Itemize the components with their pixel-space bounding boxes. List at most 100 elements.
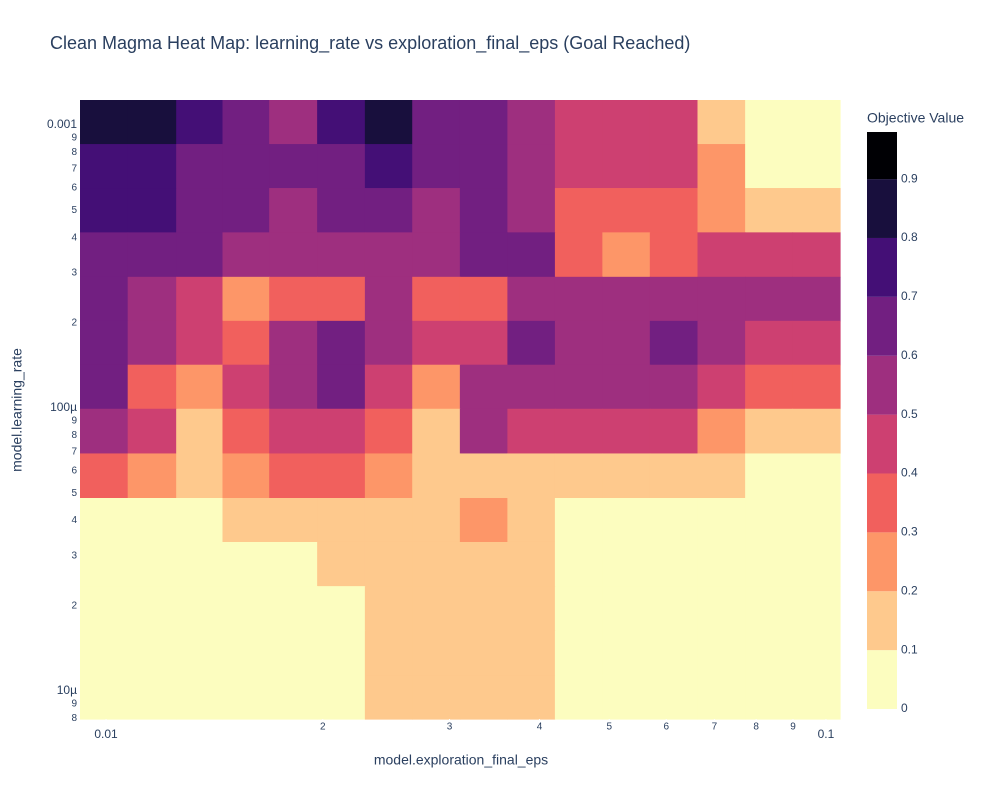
contour-cell bbox=[554, 541, 603, 587]
x-tick-label: 0.1 bbox=[818, 727, 835, 741]
contour-cell bbox=[792, 188, 841, 233]
contour-cell bbox=[697, 276, 746, 322]
contour-cell bbox=[80, 675, 129, 720]
contour-cell bbox=[317, 364, 366, 410]
contour-cell bbox=[792, 675, 841, 720]
contour-cell bbox=[364, 453, 413, 499]
colorbar-tick-label: 0.7 bbox=[901, 289, 918, 303]
contour-cell bbox=[745, 453, 794, 499]
contour-cell bbox=[792, 232, 841, 278]
y-tick-label: 5 bbox=[71, 205, 77, 216]
colorbar-tick-label: 0.5 bbox=[901, 407, 918, 421]
contour-cell bbox=[602, 453, 651, 499]
contour-cell bbox=[222, 630, 270, 676]
contour-cell bbox=[412, 364, 461, 410]
x-tick-label: 3 bbox=[447, 722, 453, 733]
contour-cell bbox=[80, 630, 129, 676]
y-tick-label: 10µ bbox=[57, 683, 77, 697]
y-tick-label: 9 bbox=[71, 699, 77, 710]
y-tick-label: 100µ bbox=[50, 400, 77, 414]
contour-cell bbox=[222, 320, 270, 366]
contour-cell bbox=[269, 188, 318, 233]
contour-cell bbox=[127, 100, 177, 145]
contour-cell bbox=[364, 188, 413, 233]
contour-cell bbox=[745, 320, 794, 366]
contour-cell bbox=[554, 675, 603, 720]
contour-cell bbox=[222, 541, 270, 587]
contour-cell bbox=[792, 453, 841, 499]
contour-cell bbox=[80, 144, 129, 189]
contour-cell bbox=[697, 144, 746, 189]
contour-cell bbox=[412, 100, 461, 145]
contour-cell bbox=[792, 276, 841, 322]
y-tick-label: 7 bbox=[71, 446, 77, 457]
contour-cell bbox=[176, 586, 224, 632]
contour-cell bbox=[745, 144, 794, 189]
y-tick-label: 8 bbox=[71, 147, 77, 158]
y-tick-label: 2 bbox=[71, 600, 77, 611]
contour-cell bbox=[412, 497, 461, 543]
contour-cell bbox=[459, 232, 508, 278]
contour-cell bbox=[697, 364, 746, 410]
y-tick-label: 4 bbox=[71, 232, 77, 243]
colorbar-band bbox=[867, 296, 897, 356]
contour-cell bbox=[602, 630, 651, 676]
contour-cell bbox=[602, 276, 651, 322]
colorbar-tick-label: 0.2 bbox=[901, 583, 918, 597]
x-tick-label: 5 bbox=[606, 722, 612, 733]
x-tick-label: 2 bbox=[320, 722, 326, 733]
y-tick-label: 8 bbox=[71, 713, 77, 724]
contour-cell bbox=[697, 100, 746, 145]
contour-cell bbox=[792, 408, 841, 455]
contour-cell bbox=[602, 144, 651, 189]
contour-cell bbox=[649, 541, 699, 587]
contour-cell bbox=[412, 320, 461, 366]
colorbar-band bbox=[867, 179, 897, 238]
contour-cell bbox=[602, 320, 651, 366]
colorbar-tick-label: 0.1 bbox=[901, 642, 918, 656]
contour-cell bbox=[269, 100, 318, 145]
contour-cell bbox=[697, 541, 746, 587]
y-tick-label: 6 bbox=[71, 182, 77, 193]
y-tick-label: 3 bbox=[71, 551, 77, 562]
contour-cell bbox=[127, 320, 177, 366]
contour-cell bbox=[176, 630, 224, 676]
y-tick-label: 4 bbox=[71, 515, 77, 526]
contour-cell bbox=[602, 675, 651, 720]
contour-cell bbox=[176, 100, 224, 145]
y-tick-label: 7 bbox=[71, 164, 77, 175]
contour-cell bbox=[127, 276, 177, 322]
contour-cell bbox=[222, 188, 270, 233]
contour-cell bbox=[412, 232, 461, 278]
contour-cell bbox=[222, 586, 270, 632]
contour-cell bbox=[317, 408, 366, 455]
contour-cell bbox=[507, 630, 556, 676]
contour-cell bbox=[364, 364, 413, 410]
contour-cell bbox=[412, 408, 461, 455]
contour-cell bbox=[317, 453, 366, 499]
contour-cell bbox=[364, 497, 413, 543]
contour-cell bbox=[649, 276, 699, 322]
contour-cell bbox=[554, 497, 603, 543]
contour-cell bbox=[222, 144, 270, 189]
contour-cell bbox=[222, 408, 270, 455]
contour-cell bbox=[80, 364, 129, 410]
contour-cell bbox=[80, 497, 129, 543]
contour-cell bbox=[412, 144, 461, 189]
contour-cell bbox=[507, 364, 556, 410]
contour-cell bbox=[269, 541, 318, 587]
contour-cell bbox=[745, 630, 794, 676]
contour-cell bbox=[317, 320, 366, 366]
contour-cell bbox=[459, 364, 508, 410]
y-tick-label: 9 bbox=[71, 133, 77, 144]
contour-cell bbox=[459, 188, 508, 233]
contour-cell bbox=[80, 276, 129, 322]
contour-cell bbox=[459, 541, 508, 587]
contour-cell bbox=[602, 232, 651, 278]
contour-cell bbox=[269, 586, 318, 632]
y-tick-label: 3 bbox=[71, 268, 77, 279]
contour-cell bbox=[364, 408, 413, 455]
contour-cell bbox=[507, 453, 556, 499]
contour-cell bbox=[507, 320, 556, 366]
